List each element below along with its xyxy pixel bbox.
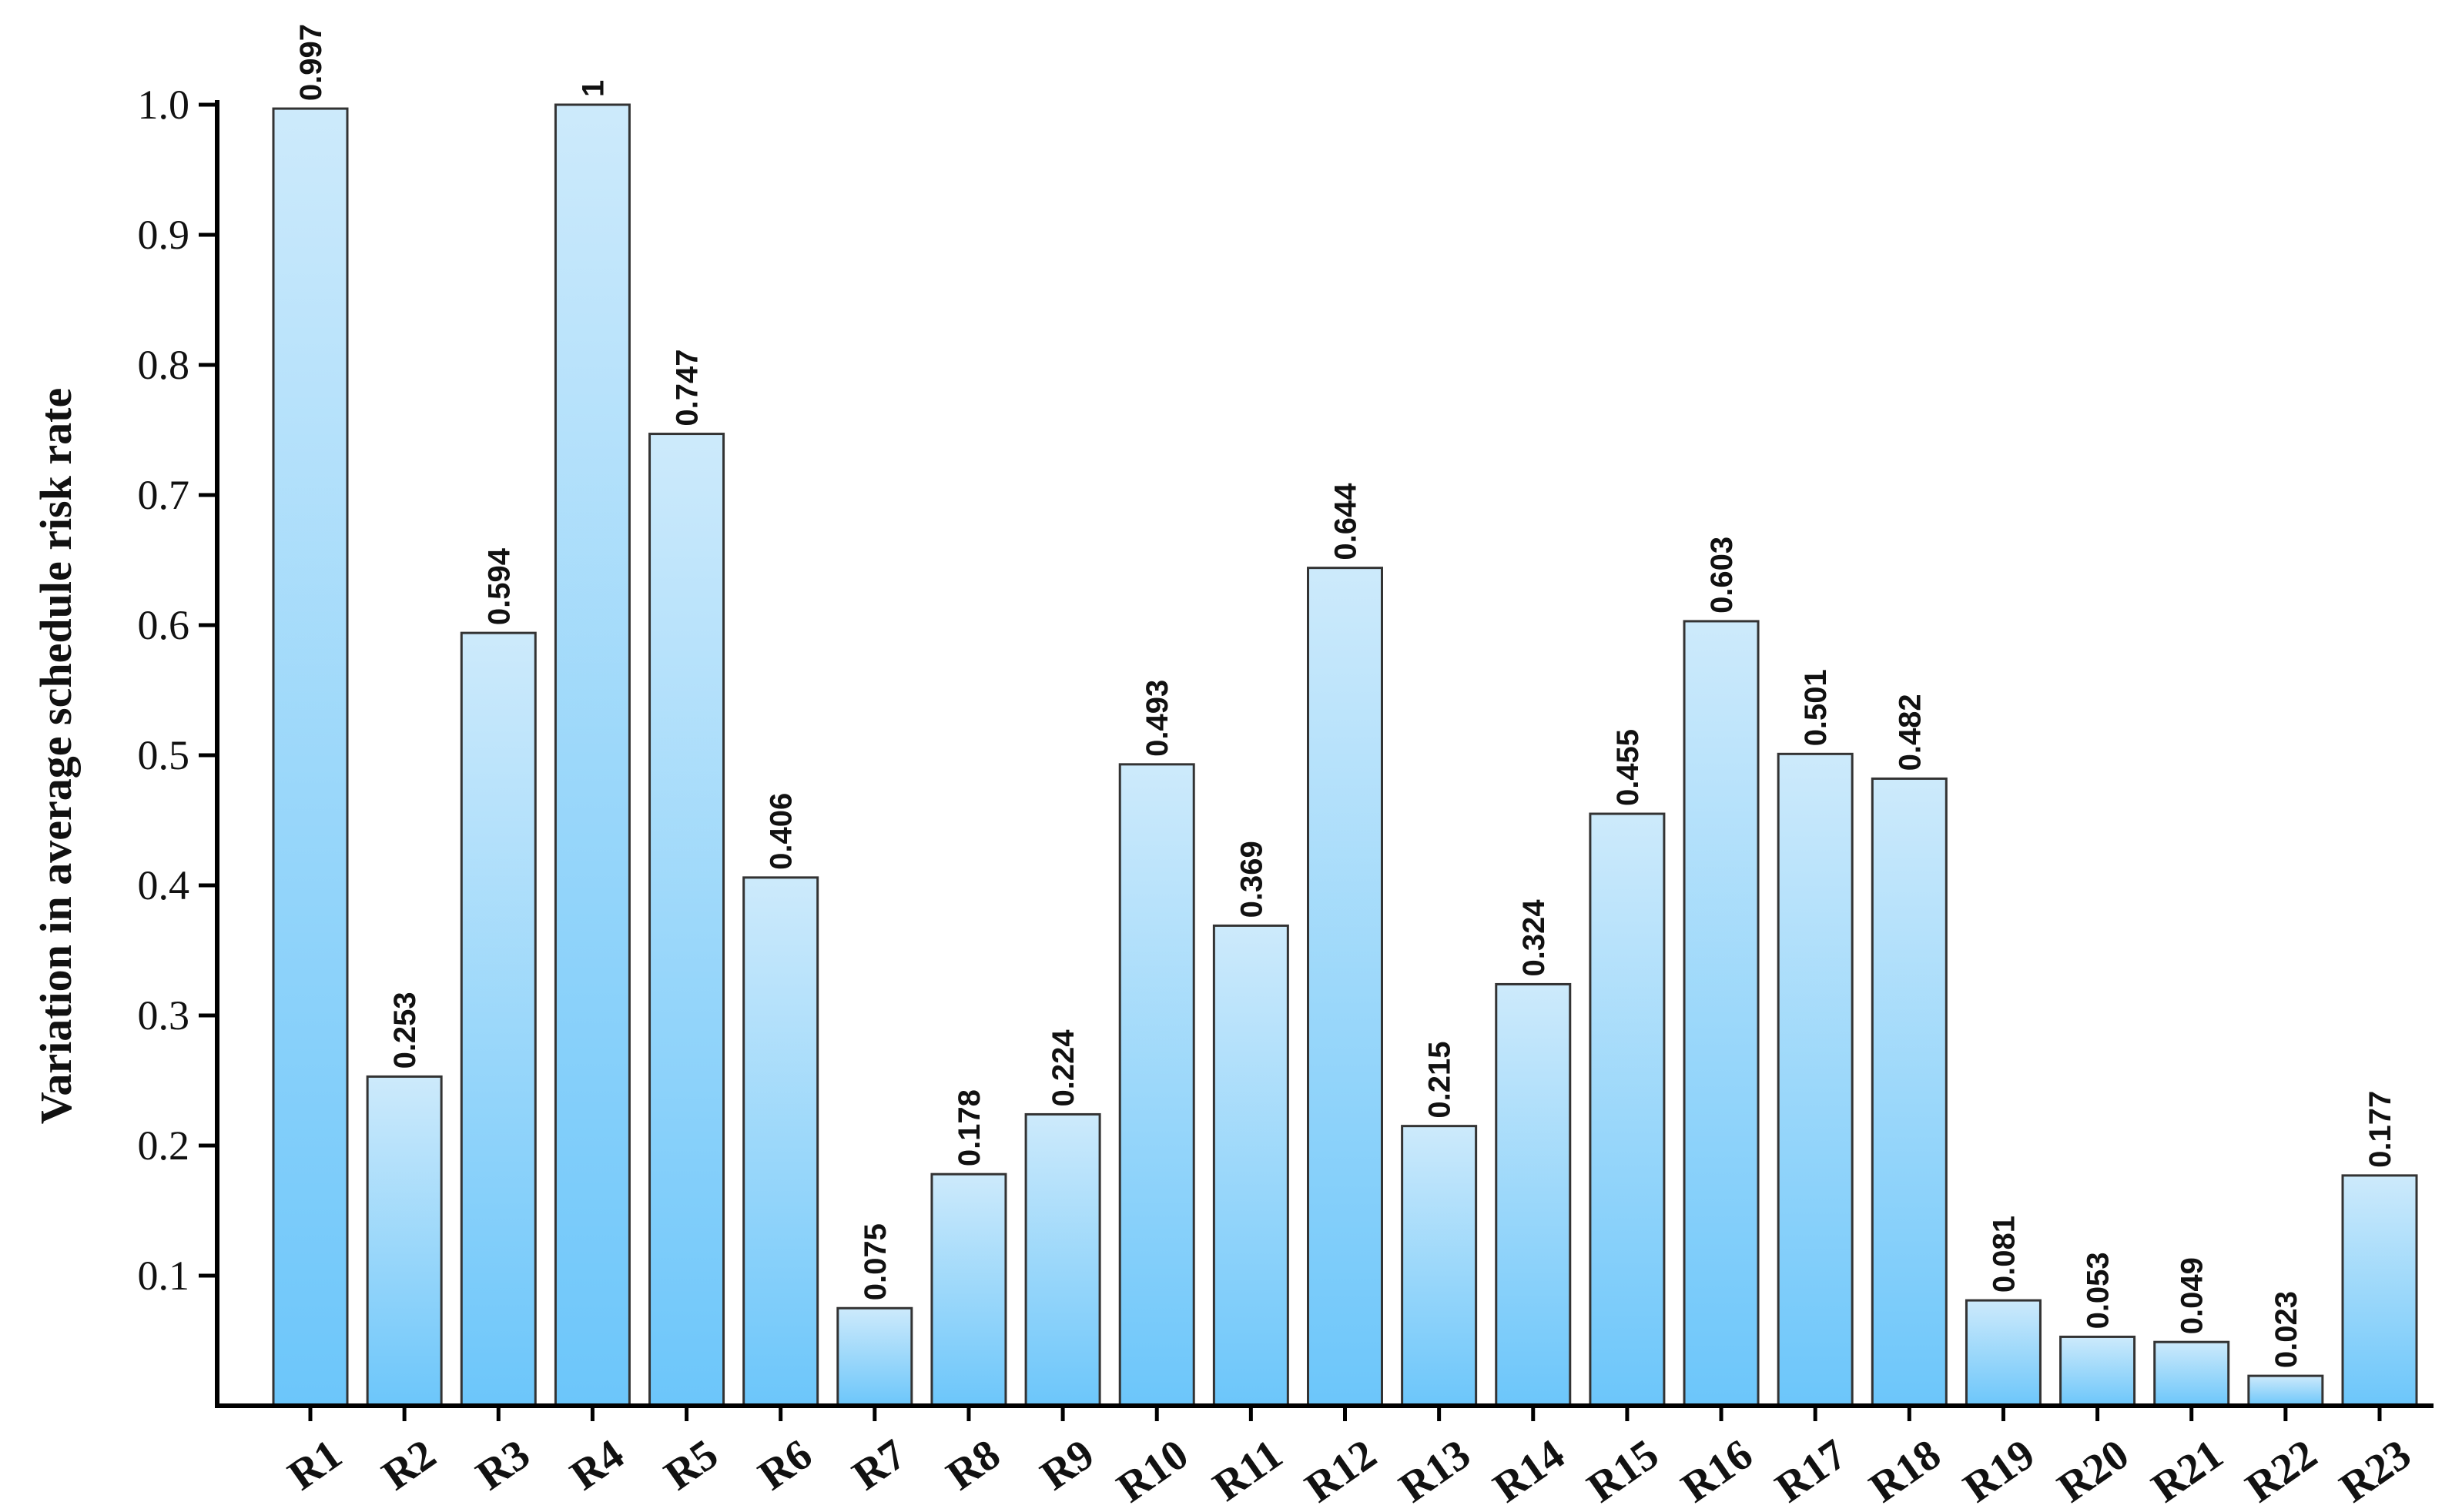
x-label-r18: R18 <box>1861 1430 1950 1512</box>
x-label-r17: R17 <box>1767 1430 1856 1512</box>
x-label-r5: R5 <box>656 1430 727 1500</box>
x-label-r8: R8 <box>938 1430 1009 1500</box>
y-tick-label: 0.4 <box>138 862 190 908</box>
bar-r11 <box>1212 924 1289 1407</box>
x-label-r13: R13 <box>1391 1430 1479 1512</box>
bar-r1 <box>272 107 349 1407</box>
y-tick-label: 0.5 <box>138 732 190 778</box>
bar-r9 <box>1024 1112 1101 1407</box>
value-label-r23: 0.177 <box>2363 1091 2397 1168</box>
value-label-r1: 0.997 <box>294 24 328 101</box>
x-label-r7: R7 <box>844 1430 915 1500</box>
value-label-r13: 0.215 <box>1423 1042 1457 1119</box>
value-label-r17: 0.501 <box>1799 669 1833 746</box>
bar-r22 <box>2247 1374 2324 1407</box>
value-label-r18: 0.482 <box>1893 694 1927 771</box>
x-label-r16: R16 <box>1673 1430 1761 1512</box>
bar-r10 <box>1118 763 1195 1407</box>
x-label-r2: R2 <box>373 1430 444 1500</box>
value-labels: 0.997 0.253 0.594 1 0.747 0.406 0.075 0.178 0.22… <box>294 24 2397 1368</box>
value-label-r16: 0.603 <box>1705 537 1739 614</box>
bar-r8 <box>930 1172 1007 1407</box>
bar-r6 <box>742 876 819 1407</box>
x-label-r3: R3 <box>468 1430 539 1500</box>
x-label-r19: R19 <box>1955 1430 2044 1512</box>
x-label-r4: R4 <box>562 1430 633 1500</box>
x-label-r10: R10 <box>1109 1430 1198 1512</box>
value-label-r22: 0.023 <box>2269 1291 2303 1368</box>
bar-r16 <box>1683 620 1760 1407</box>
y-tick-label: 0.8 <box>138 342 190 388</box>
bar-r7 <box>836 1306 913 1407</box>
value-label-r21: 0.049 <box>2176 1257 2209 1334</box>
y-tick-label: 1.0 <box>138 82 190 128</box>
x-label-r1: R1 <box>280 1430 350 1500</box>
x-label-r6: R6 <box>750 1430 821 1500</box>
bar-r19 <box>1965 1299 2042 1407</box>
value-label-r2: 0.253 <box>388 992 422 1069</box>
value-label-r3: 0.594 <box>482 547 516 625</box>
y-axis-ticks: 0.1 0.2 0.3 0.4 0.5 0.6 0.7 0.8 0.9 1.0 <box>138 82 217 1299</box>
bar-r20 <box>2059 1335 2136 1407</box>
y-tick-label: 0.2 <box>138 1122 190 1169</box>
value-label-r9: 0.224 <box>1047 1029 1080 1107</box>
bar-r23 <box>2341 1174 2418 1407</box>
value-label-r11: 0.369 <box>1234 841 1268 918</box>
y-tick-label: 0.9 <box>138 212 190 258</box>
y-tick-label: 0.1 <box>138 1253 190 1299</box>
value-label-r19: 0.081 <box>1987 1216 2021 1293</box>
x-label-r14: R14 <box>1485 1430 1573 1512</box>
x-label-r20: R20 <box>2049 1430 2138 1512</box>
bar-r14 <box>1495 982 1572 1407</box>
y-axis-label: Variation in average schedule risk rate <box>31 388 81 1124</box>
y-tick-label: 0.6 <box>138 602 190 648</box>
value-label-r4: 1 <box>576 80 610 97</box>
value-label-r15: 0.455 <box>1611 729 1645 806</box>
bar-r17 <box>1777 752 1854 1407</box>
bar-r4 <box>554 103 631 1407</box>
value-label-r5: 0.747 <box>671 349 705 426</box>
x-label-r12: R12 <box>1297 1430 1385 1512</box>
bar-r21 <box>2153 1340 2230 1407</box>
bar-r18 <box>1871 777 1948 1407</box>
value-label-r12: 0.644 <box>1329 483 1363 560</box>
bar-r15 <box>1589 812 1666 1407</box>
bar-r12 <box>1307 567 1383 1407</box>
value-label-r20: 0.053 <box>2082 1252 2115 1329</box>
x-label-r11: R11 <box>1204 1430 1291 1510</box>
value-label-r7: 0.075 <box>859 1223 893 1300</box>
bar-r5 <box>648 433 725 1407</box>
value-label-r10: 0.493 <box>1141 680 1174 757</box>
bar-r2 <box>366 1075 443 1407</box>
y-tick-label: 0.3 <box>138 992 190 1039</box>
x-label-r21: R21 <box>2143 1430 2232 1512</box>
value-label-r8: 0.178 <box>953 1089 986 1166</box>
x-label-r22: R22 <box>2237 1430 2326 1512</box>
x-label-r9: R9 <box>1032 1430 1103 1500</box>
x-axis-labels: R1 R2 R3 R4 R5 R6 R7 R8 R9 R10 R11 R12 R13 R14 R15 R16 R… <box>280 1406 2420 1512</box>
x-label-r23: R23 <box>2331 1430 2420 1512</box>
value-label-r6: 0.406 <box>765 793 799 870</box>
bar-r13 <box>1401 1125 1478 1407</box>
value-label-r14: 0.324 <box>1517 899 1551 977</box>
bars <box>272 103 2418 1407</box>
x-label-r15: R15 <box>1579 1430 1667 1512</box>
y-tick-label: 0.7 <box>138 472 190 518</box>
bar-r3 <box>460 631 537 1407</box>
